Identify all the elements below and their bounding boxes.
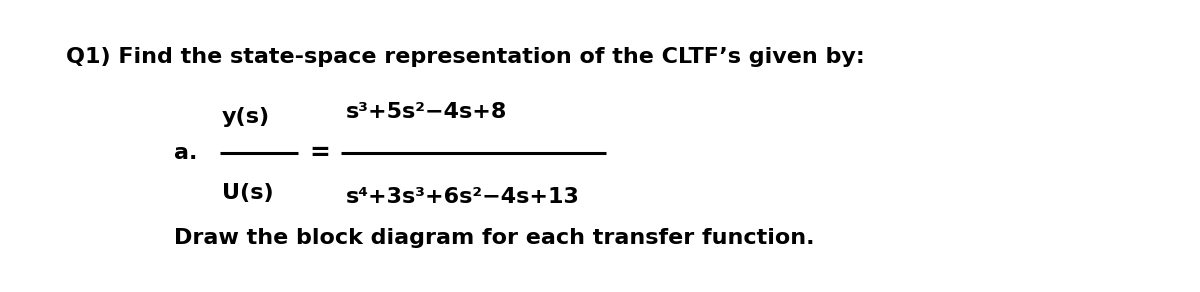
Text: y(s): y(s) xyxy=(222,107,270,127)
Text: s⁴+3s³+6s²−4s+13: s⁴+3s³+6s²−4s+13 xyxy=(346,187,580,207)
Text: =: = xyxy=(310,141,330,165)
Text: a.: a. xyxy=(174,143,197,163)
Text: Q1) Find the state-space representation of the CLTF’s given by:: Q1) Find the state-space representation … xyxy=(66,47,865,67)
Text: U(s): U(s) xyxy=(222,183,274,203)
Text: Draw the block diagram for each transfer function.: Draw the block diagram for each transfer… xyxy=(174,228,815,248)
Text: s³+5s²−4s+8: s³+5s²−4s+8 xyxy=(346,102,506,122)
